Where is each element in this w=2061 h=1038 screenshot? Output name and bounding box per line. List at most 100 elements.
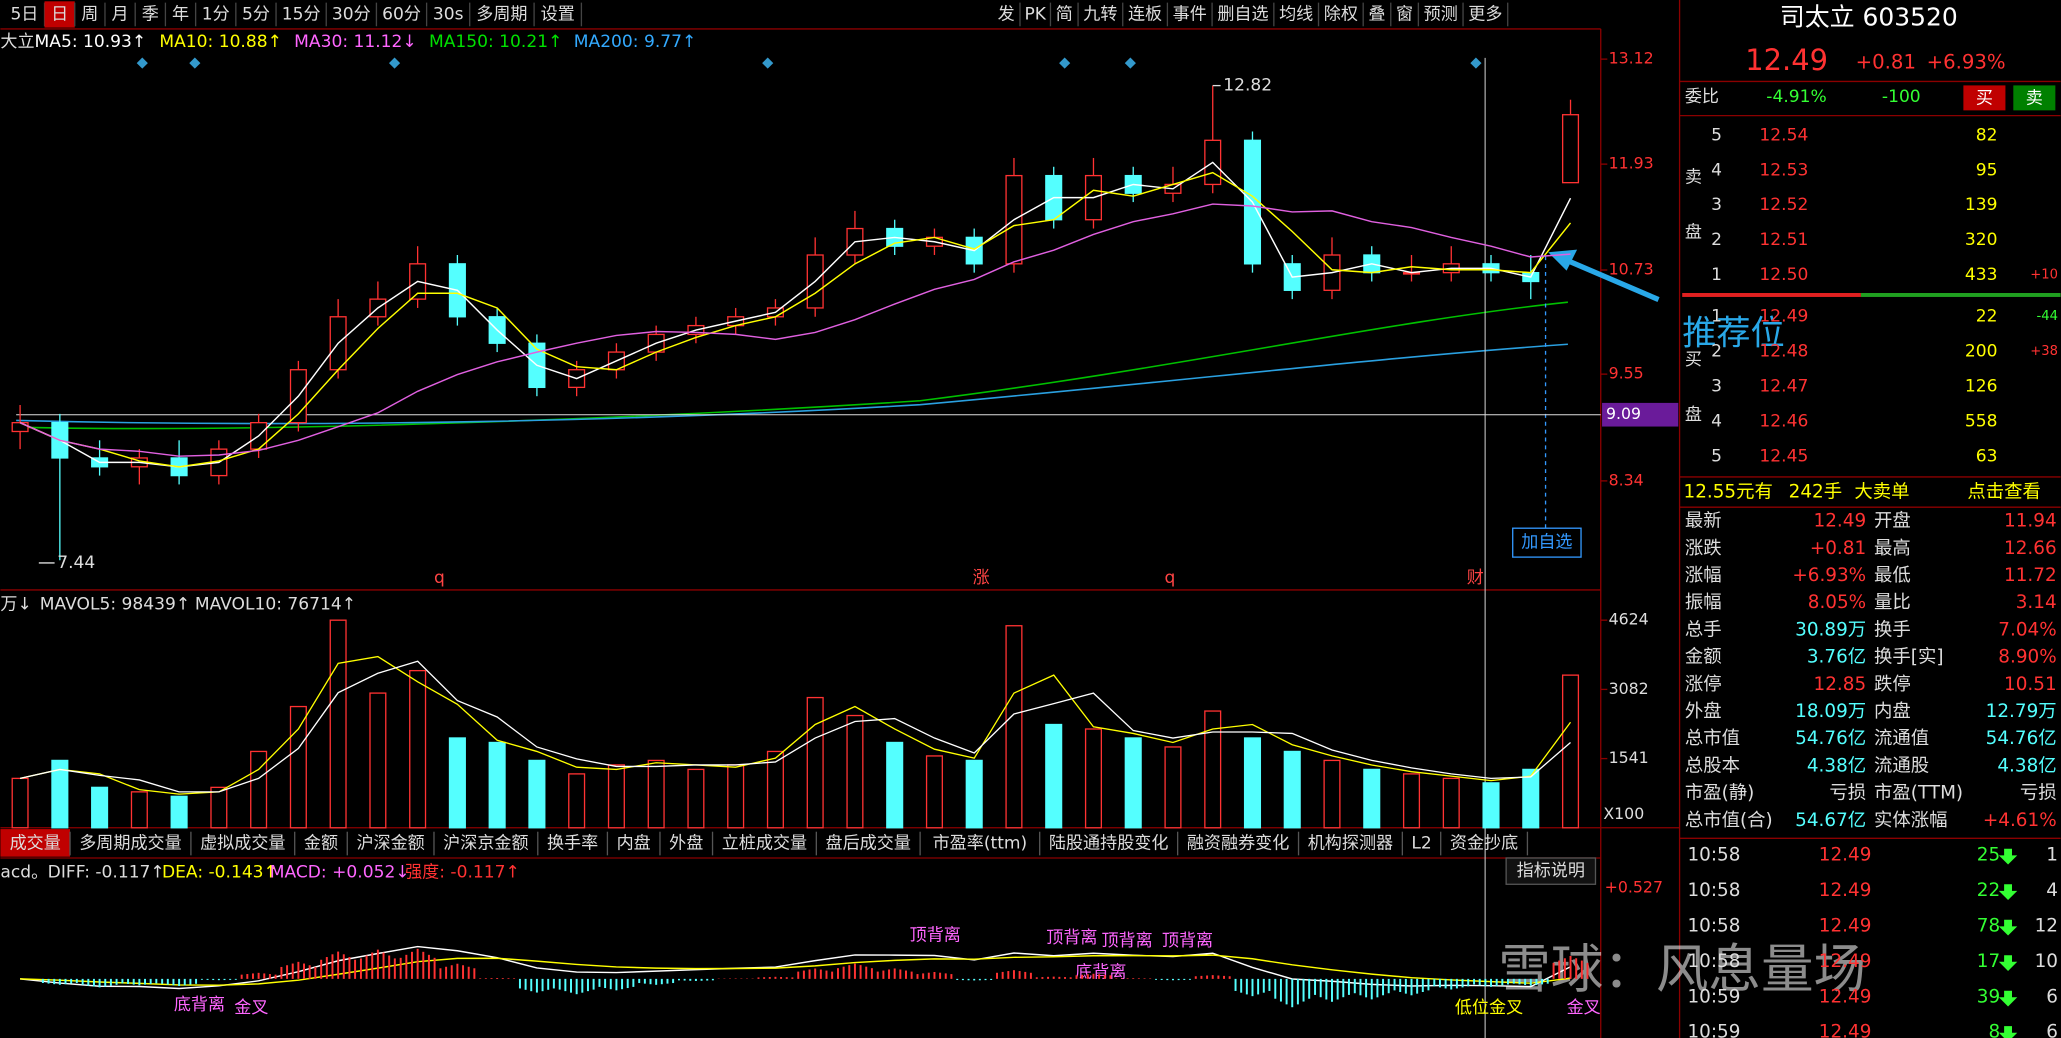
buy-label[interactable]: 买	[1976, 89, 1993, 109]
y-tick-label: 3082	[1609, 679, 1649, 698]
vol-ma10: MAVOL10: 76714↑	[195, 594, 356, 614]
tab[interactable]: 市盈率(ttm)	[933, 834, 1028, 854]
toolbar-item[interactable]: 5日	[10, 4, 38, 24]
tab[interactable]: 沪深金额	[356, 834, 424, 854]
tab[interactable]: 换手率	[547, 834, 598, 854]
toolbar-item[interactable]: PK	[1024, 4, 1046, 24]
order-volume: 558	[1965, 412, 1998, 432]
toolbar-item[interactable]: 除权	[1324, 4, 1358, 24]
toolbar-item[interactable]: 1分	[202, 4, 230, 24]
toolbar-item[interactable]: 日	[51, 4, 68, 24]
tab[interactable]: 资金抄底	[1450, 834, 1518, 854]
order-volume: 22	[1976, 307, 1998, 327]
macd-signals: 顶背离 顶背离 顶背离 顶背离 底背离 底背离 金叉 低位金叉 金叉	[174, 926, 1601, 1018]
ma-label: MA5: 10.93↑	[35, 32, 147, 52]
high-label: 12.82	[1223, 76, 1272, 96]
tab[interactable]: 融资融券变化	[1187, 834, 1289, 854]
help-button[interactable]	[1505, 857, 1597, 885]
toolbar-item[interactable]: 30s	[433, 4, 464, 24]
toolbar-item[interactable]: 事件	[1173, 4, 1207, 24]
tab[interactable]: 虚拟成交量	[200, 834, 285, 854]
trade-time: 10:58	[1687, 915, 1740, 936]
trade-arrow	[1998, 1026, 2018, 1038]
trade-volume: 8	[1988, 1022, 2000, 1038]
ma-label: MA150: 10.21↑	[429, 32, 562, 52]
toolbar-item[interactable]: 60分	[382, 4, 421, 24]
trade-count: 4	[2046, 880, 2058, 901]
bid-ask-divider	[1682, 293, 1861, 297]
add-watch-button[interactable]	[1512, 527, 1582, 558]
tab[interactable]: 沪深京金额	[443, 834, 528, 854]
tab[interactable]: 立桩成交量	[722, 834, 807, 854]
level: 3	[1711, 195, 1722, 215]
trade-arrow	[1998, 919, 2018, 936]
tab[interactable]: 机构探测器	[1308, 834, 1393, 854]
toolbar-item[interactable]: 年	[172, 4, 189, 24]
tab[interactable]: 盘后成交量	[826, 834, 911, 854]
toolbar-item[interactable]: 删自选	[1217, 4, 1268, 24]
tab[interactable]: L2	[1411, 834, 1431, 854]
volume-bar	[568, 773, 586, 829]
big-order[interactable]: 点击查看	[1967, 482, 2041, 503]
y-tick-label: 13.12	[1609, 49, 1654, 68]
sell-button[interactable]	[2013, 85, 2056, 111]
volume-bar	[329, 619, 347, 829]
help-label[interactable]: 指标说明	[1517, 861, 1585, 881]
toolbar-item[interactable]: 窗	[1396, 4, 1413, 24]
big-order: 12.55元有	[1684, 482, 1773, 503]
stat-label: 换手[实]	[1874, 647, 1943, 668]
tab[interactable]: 成交量	[10, 834, 61, 854]
toolbar-item[interactable]: 15分	[282, 4, 321, 24]
toolbar-item[interactable]: 九转	[1083, 4, 1117, 24]
volume-bar	[1005, 625, 1023, 829]
y-tick-label: 4624	[1609, 610, 1649, 629]
toolbar-item[interactable]: 预测	[1424, 4, 1458, 24]
stat-label: 涨跌	[1685, 538, 1722, 559]
crosshair-box	[1602, 402, 1679, 427]
signal: 顶背离	[1162, 931, 1213, 951]
tab[interactable]: 陆股通持股变化	[1049, 834, 1169, 854]
stat-value: 10.51	[2004, 674, 2057, 695]
stat-label: 最新	[1685, 511, 1722, 532]
toolbar-item[interactable]: 叠	[1368, 4, 1385, 24]
volume-bar	[528, 759, 546, 829]
sell-label[interactable]: 卖	[2026, 89, 2043, 109]
volume-bar	[1243, 737, 1262, 829]
ma10-line	[19, 171, 1572, 468]
buy-button[interactable]	[1963, 85, 2006, 111]
trade-volume: 25	[1977, 844, 2000, 865]
stat-value: 4.38亿	[1997, 755, 2056, 776]
toolbar-item[interactable]: 5分	[242, 4, 270, 24]
toolbar-item[interactable]: 简	[1056, 4, 1073, 24]
order-volume: 320	[1965, 230, 1998, 250]
trade-time: 10:59	[1687, 1022, 1740, 1038]
trade-price: 12.49	[1819, 986, 1872, 1007]
toolbar-item[interactable]: 更多	[1468, 4, 1502, 24]
y-tick-label: 11.93	[1609, 154, 1654, 173]
tab[interactable]: 多周期成交量	[79, 834, 181, 854]
volume-bar	[250, 750, 268, 829]
toolbar-item[interactable]: 发	[998, 4, 1015, 24]
stat-label: 流通值	[1874, 728, 1929, 749]
tab[interactable]: 内盘	[617, 834, 651, 854]
toolbar-item[interactable]: 周	[81, 4, 98, 24]
toolbar-item[interactable]: 多周期	[476, 4, 527, 24]
candle-body	[1561, 114, 1580, 184]
trade-volume: 78	[1977, 915, 2000, 936]
order-volume: 200	[1965, 342, 1998, 362]
volume-bar	[925, 755, 943, 829]
volume-bar	[170, 795, 188, 829]
toolbar-item[interactable]: 均线	[1279, 4, 1313, 24]
stat-value: +4.61%	[1983, 810, 2057, 831]
toolbar-item[interactable]: 30分	[332, 4, 371, 24]
stat-value: 7.04%	[1998, 619, 2056, 640]
add-watch-label[interactable]: 加自选	[1521, 533, 1572, 553]
tab[interactable]: 外盘	[669, 834, 703, 854]
order-price: 12.53	[1759, 160, 1808, 180]
tab[interactable]: 金额	[304, 834, 338, 854]
toolbar-item[interactable]: 连板	[1128, 4, 1162, 24]
volume-bar	[687, 768, 705, 829]
toolbar-item[interactable]: 设置	[541, 4, 575, 24]
toolbar-item[interactable]: 月	[112, 4, 129, 24]
toolbar-item[interactable]: 季	[142, 4, 159, 24]
